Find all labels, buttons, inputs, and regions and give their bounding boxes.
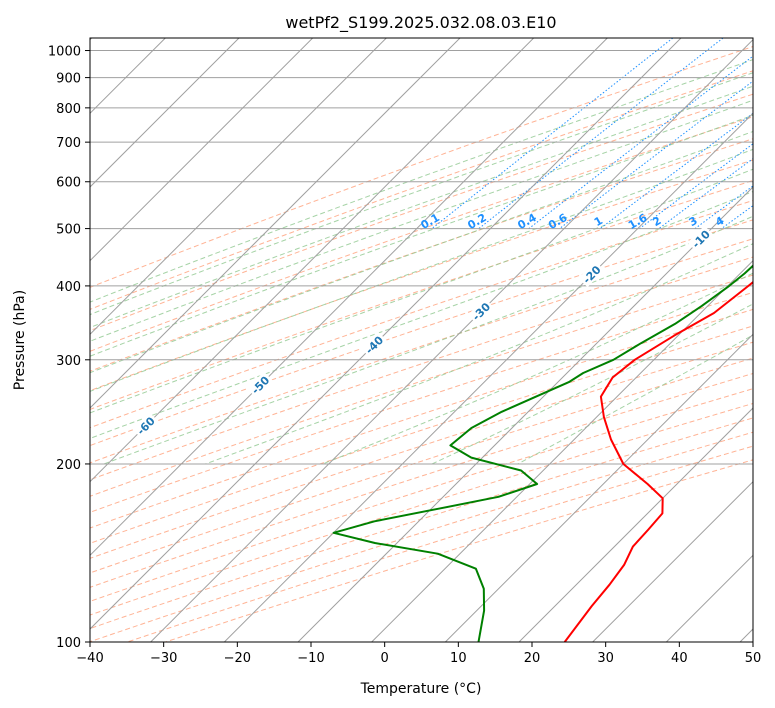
moist-adiabat-line	[322, 272, 753, 465]
y-tick-label: 400	[56, 280, 81, 295]
moist-adiabat-line	[90, 190, 753, 439]
isotherm-line	[150, 38, 753, 642]
y-tick-label: 800	[56, 102, 81, 117]
y-tick-label: 100	[56, 636, 81, 651]
dry-adiabat-line	[90, 274, 753, 497]
isotherm-label-background	[132, 412, 159, 439]
y-tick-label: 600	[56, 176, 81, 191]
dry-adiabat-line	[90, 325, 753, 544]
dry-adiabat-line	[90, 291, 753, 513]
dry-adiabat-line	[90, 159, 753, 392]
isotherm-label-background	[246, 371, 274, 398]
moist-adiabat-line	[205, 243, 753, 465]
dry-adiabat-line	[90, 93, 753, 332]
y-tick-label: 200	[56, 458, 81, 473]
dry-adiabat-line	[90, 372, 753, 588]
moist-adiabat-line	[90, 168, 753, 414]
dry-adiabat-line	[90, 199, 753, 429]
isotherm-label-background	[578, 261, 605, 288]
x-tick-label: 50	[745, 651, 762, 666]
moist-adiabat-line	[90, 99, 753, 342]
background-lines	[90, 38, 753, 642]
isotherm-label-background	[687, 225, 714, 252]
x-tick-label: −10	[297, 651, 324, 666]
dry-adiabat-line	[90, 308, 753, 529]
dry-adiabat-line	[90, 179, 753, 410]
dry-adiabat-line	[90, 138, 753, 372]
isotherm-label-background	[360, 331, 387, 358]
chart-title: wetPf2_S199.2025.032.08.03.E10	[285, 13, 556, 33]
x-tick-label: 0	[381, 651, 389, 666]
x-axis-label: Temperature (°C)	[360, 681, 482, 697]
axes: −40 −30 −20 −10 0 10 20 30 40 50 100 200 300 400 500 60…	[48, 45, 761, 666]
mixing-ratio-line	[658, 158, 753, 229]
mixing-ratio-line	[599, 112, 753, 229]
moist-adiabat-line	[90, 72, 753, 316]
y-tick-label: 300	[56, 354, 81, 369]
isotherm-line	[371, 259, 753, 642]
isotherm-line	[90, 38, 535, 483]
x-tick-label: 40	[671, 651, 688, 666]
y-tick-label: 900	[56, 72, 81, 87]
isotherm-line	[518, 407, 753, 642]
x-tick-label: 30	[597, 651, 614, 666]
dewpoint-profile	[332, 264, 753, 642]
isotherm-line	[444, 333, 753, 642]
plot-frame	[89, 37, 754, 643]
dry-adiabat-line	[90, 357, 753, 574]
mixing-ratio-line	[528, 55, 753, 229]
isotherm-line	[90, 38, 240, 188]
x-tick-label: 10	[450, 651, 467, 666]
y-tick-label: 1000	[48, 45, 81, 60]
moist-adiabat-line	[90, 130, 753, 374]
dry-adiabat-line	[90, 341, 753, 559]
mixing-ratio-line	[431, 38, 674, 229]
isotherm-line	[592, 480, 753, 642]
x-tick-label: 20	[524, 651, 541, 666]
isotherm-label-background	[467, 298, 494, 325]
dry-adiabat-line	[90, 238, 753, 464]
isotherm-line	[297, 186, 753, 642]
sounding-profiles	[332, 264, 753, 642]
isotherm-line	[223, 112, 753, 642]
mixing-ratio-line	[478, 38, 724, 229]
dry-adiabat-line	[90, 46, 753, 288]
dry-adiabat-line	[90, 219, 753, 447]
isotherm-line	[90, 38, 314, 262]
isotherm-line	[90, 38, 608, 557]
y-tick-label: 700	[56, 136, 81, 151]
y-axis-label: Pressure (hPa)	[12, 290, 28, 390]
x-tick-label: −40	[76, 651, 103, 666]
y-tick-label: 500	[56, 223, 81, 238]
dry-adiabat-line	[90, 388, 753, 602]
moist-adiabat-line	[90, 114, 753, 357]
x-tick-label: −30	[150, 651, 177, 666]
isotherm-line	[90, 38, 461, 409]
isotherm-line	[90, 38, 387, 336]
moist-adiabat-line	[90, 59, 753, 303]
x-tick-label: −20	[224, 651, 251, 666]
moist-adiabat-line	[90, 148, 753, 392]
temperature-profile	[563, 280, 753, 642]
